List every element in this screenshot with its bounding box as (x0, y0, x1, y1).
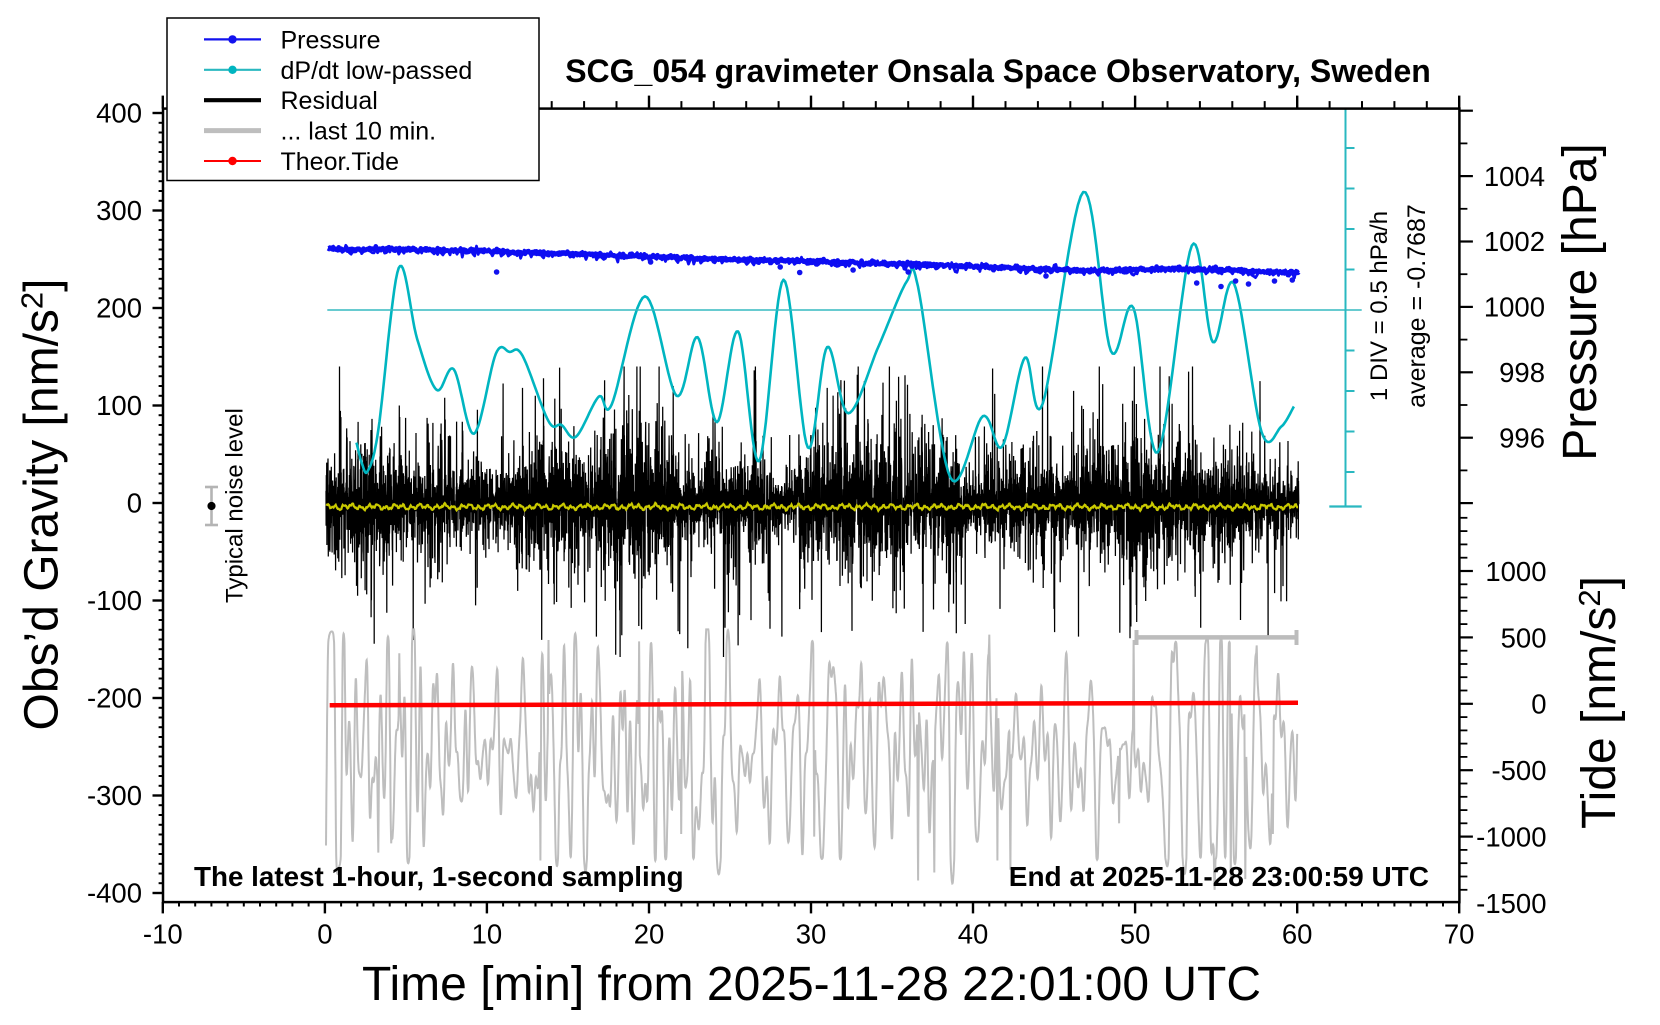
svg-text:0: 0 (317, 918, 332, 949)
svg-text:-1500: -1500 (1476, 888, 1546, 919)
svg-text:1 DIV = 0.5 hPa/h: 1 DIV = 0.5 hPa/h (1366, 211, 1393, 401)
svg-text:70: 70 (1444, 918, 1475, 949)
svg-text:1000: 1000 (1485, 556, 1546, 587)
svg-text:1004: 1004 (1484, 161, 1545, 192)
svg-text:500: 500 (1501, 622, 1547, 653)
svg-text:Time [min] from 2025-11-28 22:: Time [min] from 2025-11-28 22:01:00 UTC (362, 958, 1261, 1011)
svg-text:Pressure: Pressure (281, 26, 381, 54)
svg-text:average = -0.7687: average = -0.7687 (1403, 204, 1431, 408)
svg-text:Pressure [hPa]: Pressure [hPa] (1554, 143, 1607, 460)
svg-text:The latest 1-hour, 1-second sa: The latest 1-hour, 1-second sampling (194, 861, 684, 892)
svg-text:Residual: Residual (281, 87, 378, 115)
svg-text:-1000: -1000 (1476, 822, 1546, 853)
svg-text:SCG_054 gravimeter Onsala Spac: SCG_054 gravimeter Onsala Space Observat… (565, 53, 1431, 89)
svg-text:20: 20 (634, 918, 665, 949)
svg-text:dP/dt low-passed: dP/dt low-passed (281, 57, 473, 85)
svg-text:100: 100 (96, 390, 142, 421)
svg-text:-400: -400 (87, 877, 142, 908)
svg-text:-100: -100 (87, 585, 142, 616)
svg-text:Tide [nm/s2]: Tide [nm/s2] (1572, 576, 1626, 829)
svg-text:40: 40 (958, 918, 989, 949)
svg-text:996: 996 (1499, 422, 1545, 453)
svg-text:Theor.Tide: Theor.Tide (281, 148, 400, 176)
svg-text:1000: 1000 (1484, 292, 1545, 323)
svg-text:-500: -500 (1491, 755, 1546, 786)
svg-text:End at 2025-11-28 23:00:59 UTC: End at 2025-11-28 23:00:59 UTC (1009, 861, 1429, 892)
svg-text:60: 60 (1282, 918, 1313, 949)
svg-text:400: 400 (96, 97, 142, 128)
svg-text:10: 10 (472, 918, 503, 949)
svg-text:-300: -300 (87, 780, 142, 811)
svg-text:0: 0 (127, 487, 142, 518)
svg-text:... last 10 min.: ... last 10 min. (281, 118, 437, 146)
svg-text:998: 998 (1499, 357, 1545, 388)
svg-text:Obs’d Gravity [nm/s2]: Obs’d Gravity [nm/s2] (15, 278, 69, 730)
svg-text:Typical noise level: Typical noise level (222, 408, 249, 603)
svg-text:-10: -10 (143, 918, 183, 949)
svg-text:50: 50 (1120, 918, 1151, 949)
svg-text:30: 30 (796, 918, 827, 949)
svg-text:1002: 1002 (1484, 226, 1545, 257)
svg-text:0: 0 (1531, 689, 1546, 720)
svg-text:-200: -200 (87, 682, 142, 713)
svg-text:300: 300 (96, 195, 142, 226)
svg-text:200: 200 (96, 292, 142, 323)
